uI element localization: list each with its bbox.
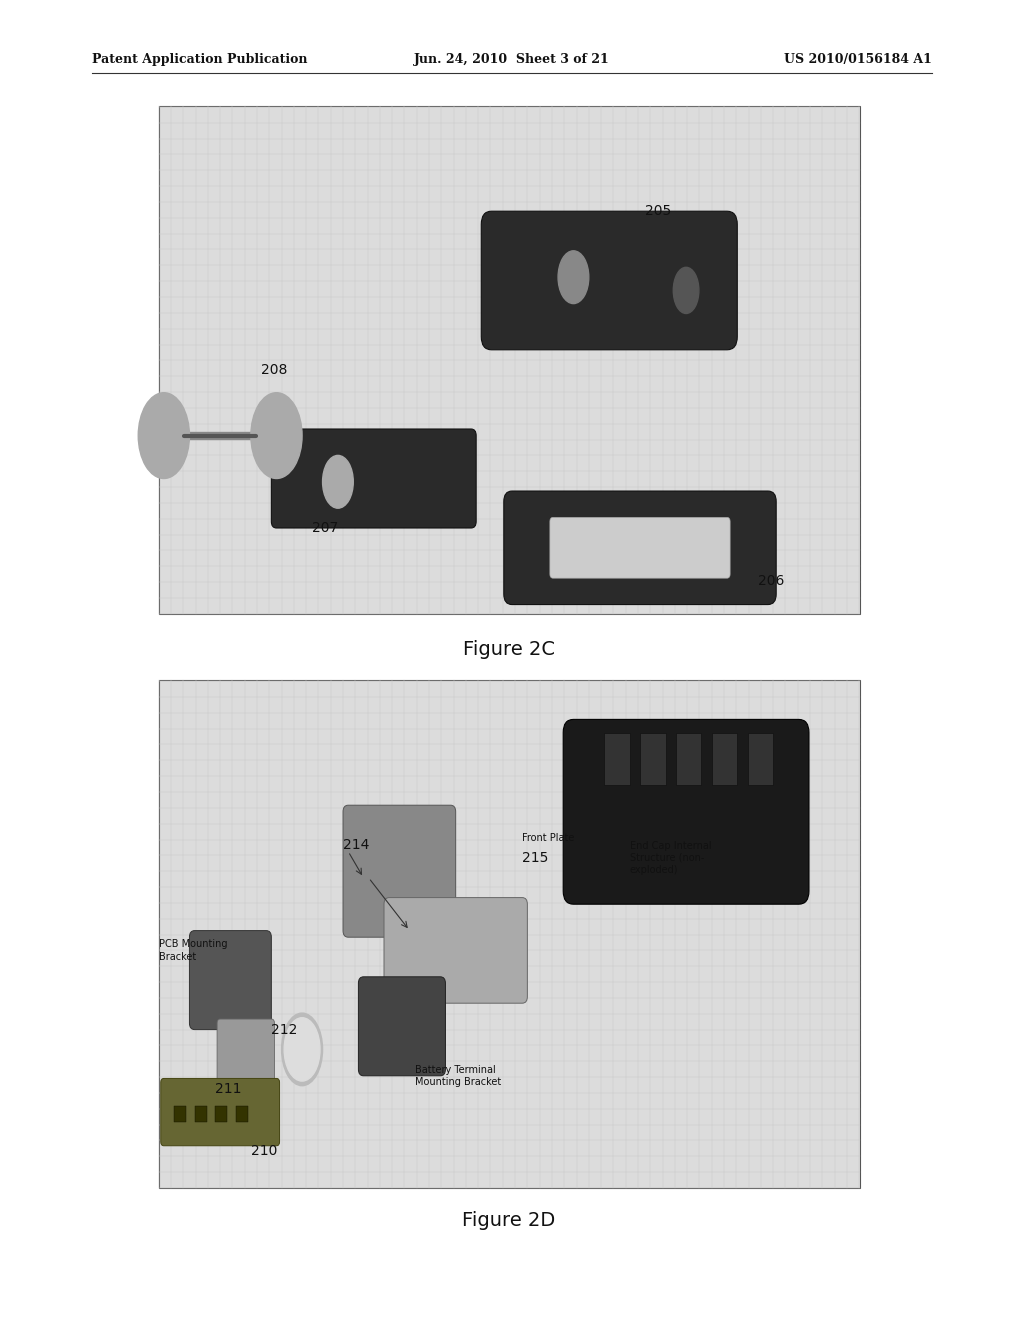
Text: 215: 215 [522,851,549,865]
Text: 206: 206 [758,574,784,587]
FancyBboxPatch shape [189,931,271,1030]
Text: Battery Terminal
Mounting Bracket: Battery Terminal Mounting Bracket [415,1065,501,1086]
FancyBboxPatch shape [384,898,527,1003]
Ellipse shape [558,251,589,304]
Text: 212: 212 [271,1023,298,1036]
Text: 207: 207 [312,521,339,535]
FancyBboxPatch shape [504,491,776,605]
Text: Patent Application Publication: Patent Application Publication [92,53,307,66]
Ellipse shape [251,393,302,479]
Bar [159,680,860,1188]
FancyBboxPatch shape [563,719,809,904]
Text: 210: 210 [251,1144,278,1158]
FancyBboxPatch shape [343,805,456,937]
Ellipse shape [138,393,189,479]
Text: Figure 2C: Figure 2C [463,640,555,659]
Text: 208: 208 [261,363,288,376]
Text: Front Plate: Front Plate [522,833,574,843]
Text: Jun. 24, 2010  Sheet 3 of 21: Jun. 24, 2010 Sheet 3 of 21 [414,53,610,66]
FancyBboxPatch shape [161,1078,280,1146]
Ellipse shape [282,1014,323,1085]
Bar [676,733,701,785]
Bar [748,733,773,785]
FancyBboxPatch shape [481,211,737,350]
Ellipse shape [323,455,353,508]
Bar [159,106,860,614]
FancyBboxPatch shape [271,429,476,528]
Text: 214: 214 [343,838,370,851]
FancyBboxPatch shape [550,517,730,578]
Bar [236,1106,248,1122]
Bar [215,1106,227,1122]
FancyBboxPatch shape [358,977,445,1076]
Ellipse shape [284,1018,319,1081]
Bar [712,733,737,785]
Text: End Cap Internal
Structure (non-
exploded): End Cap Internal Structure (non- explode… [630,841,712,875]
Bar [195,1106,207,1122]
Text: 211: 211 [215,1082,242,1096]
Bar [174,1106,186,1122]
Ellipse shape [674,267,698,313]
Text: Figure 2D: Figure 2D [462,1212,556,1230]
Text: US 2010/0156184 A1: US 2010/0156184 A1 [784,53,932,66]
FancyBboxPatch shape [217,1019,274,1100]
Bar [640,733,666,785]
Text: 205: 205 [645,205,672,218]
Bar [604,733,630,785]
Text: PCB Mounting
Bracket: PCB Mounting Bracket [159,940,227,961]
